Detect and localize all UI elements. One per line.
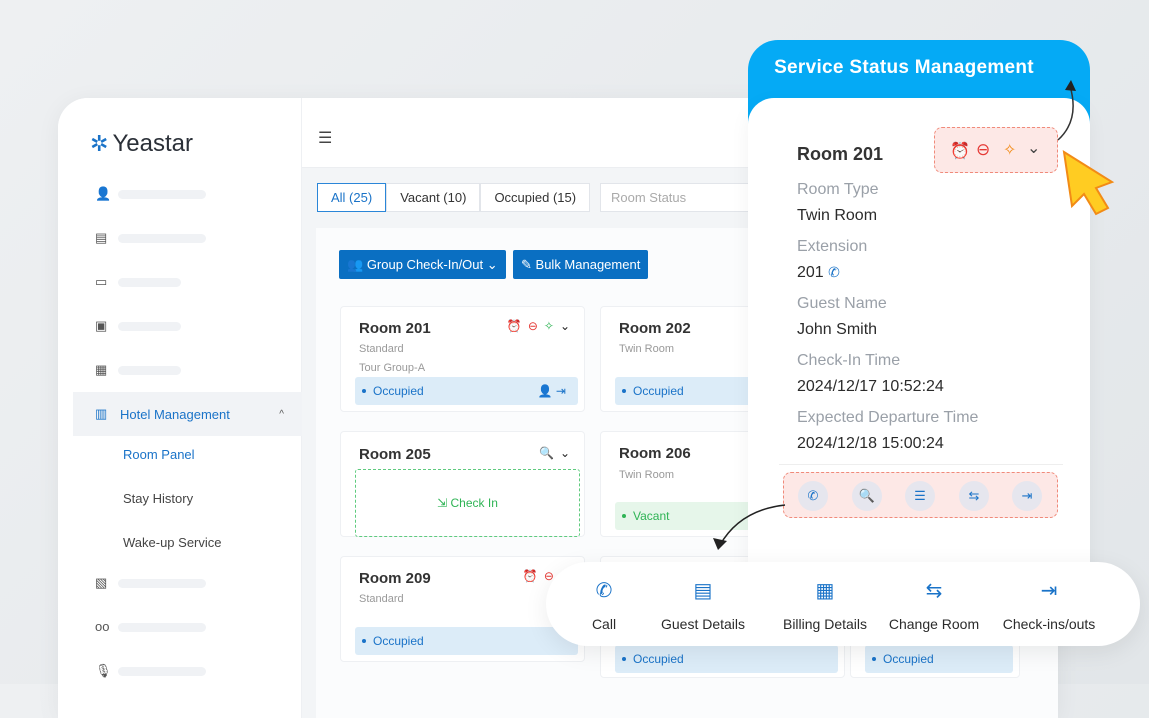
status-badge: Occupied <box>615 645 838 673</box>
detail-room-title: Room 201 <box>797 144 884 164</box>
sidebar-item-voicemail[interactable]: oo <box>58 605 302 649</box>
placeholder <box>118 233 206 243</box>
room-card[interactable]: Room 205 🔍 ⌄ ⇲ Check In <box>340 431 585 537</box>
sidebar: ✲ Yeastar 👤 ▤ ▭ ▣ ▦ ▥ Hotel Management ^ Ro… <box>58 98 302 718</box>
group-check-in-out-button[interactable]: 👥 Group Check-In/Out ⌄ <box>339 250 506 279</box>
check-in-button[interactable]: ⇲ Check In <box>355 469 580 537</box>
change-room-action[interactable]: ⇆ Change Room <box>889 576 979 632</box>
service-icons: 🔍 ⌄ <box>539 446 570 460</box>
edit-icon: ✎ <box>521 257 532 272</box>
quick-actions-popover: ✆ Call ▤ Guest Details ▦ Billing Details ⇆ C… <box>546 562 1140 646</box>
guest-and-checkout-icons[interactable]: 👤 ⇥ <box>537 384 566 398</box>
tab-vacant[interactable]: Vacant (10) <box>386 183 481 212</box>
chevron-down-icon[interactable]: ⌄ <box>1027 140 1041 157</box>
voicemail-icon: oo <box>95 619 110 634</box>
yeastar-logo-icon: ✲ <box>90 131 109 156</box>
placeholder <box>118 666 206 676</box>
message-icon: ▭ <box>95 274 108 289</box>
group-icon: 👥 <box>347 257 364 272</box>
sidebar-item-monitor[interactable]: ▣ <box>58 304 302 348</box>
sidebar-item-phonebook[interactable]: ▤ <box>58 216 302 260</box>
address-book-icon: ▤ <box>95 230 108 245</box>
document-icon: ▧ <box>95 575 108 590</box>
placeholder <box>118 578 206 588</box>
sidebar-item-reports[interactable]: ▧ <box>58 561 302 605</box>
inspect-icon[interactable]: 🔍 <box>538 446 554 460</box>
alarm-icon[interactable]: ⏰ <box>522 569 538 583</box>
room-card[interactable]: Room 209 ⏰⊖✧ Standard Occupied <box>340 556 585 662</box>
placeholder <box>118 277 181 287</box>
check-out-icon[interactable]: ⇥ <box>1012 481 1042 511</box>
placeholder <box>118 189 206 199</box>
display-icon: ▦ <box>95 362 108 377</box>
tab-all[interactable]: All (25) <box>317 183 387 212</box>
sidebar-item-hotel-management[interactable]: ▥ Hotel Management ^ <box>73 392 302 436</box>
sidebar-sub-stay-history[interactable]: Stay History <box>123 491 194 506</box>
change-room-icon[interactable]: ⇆ <box>959 481 989 511</box>
sidebar-item-contacts[interactable]: 👤 <box>58 172 302 216</box>
building-icon: ▥ <box>95 406 108 421</box>
sidebar-item-dashboard[interactable]: ▦ <box>58 348 302 392</box>
bulk-management-button[interactable]: ✎ Bulk Management <box>513 250 649 279</box>
clipboard-icon: ▦ <box>815 580 835 602</box>
placeholder <box>118 365 181 375</box>
sidebar-item-messages[interactable]: ▭ <box>58 260 302 304</box>
do-not-disturb-icon[interactable]: ⊖ <box>543 569 554 583</box>
status-badge: Occupied <box>865 645 1013 673</box>
sidebar-item-recording[interactable]: 🎙 <box>58 649 302 693</box>
call-action[interactable]: ✆ Call <box>592 576 616 632</box>
call-icon[interactable]: ✆ <box>798 481 828 511</box>
microphone-icon: 🎙 <box>95 663 112 678</box>
check-ins-outs-action[interactable]: ⇥ Check-ins/outs <box>1003 576 1096 632</box>
guest-details-action[interactable]: ▤ Guest Details <box>661 576 745 632</box>
do-not-disturb-icon[interactable]: ⊖ <box>976 140 991 159</box>
house-exit-icon: ⇥ <box>1040 580 1058 602</box>
placeholder <box>118 321 181 331</box>
monitor-icon: ▣ <box>95 318 108 333</box>
guest-details-icon[interactable]: 🔍 <box>852 481 882 511</box>
check-in-icon: ⇲ <box>437 496 448 510</box>
status-badge: Occupied 👤 ⇥ <box>355 377 578 405</box>
sidebar-sub-wakeup-service[interactable]: Wake-up Service <box>123 535 222 550</box>
cleaning-icon[interactable]: ✧ <box>1003 142 1017 159</box>
alarm-icon[interactable]: ⏰ <box>950 143 970 160</box>
alarm-icon[interactable]: ⏰ <box>506 319 522 333</box>
sidebar-sub-room-panel[interactable]: Room Panel <box>123 447 195 462</box>
chevron-down-icon[interactable]: ⌄ <box>559 319 570 333</box>
room-card[interactable]: Room 201 ⏰ ⊖ ✧ ⌄ Standard Tour Group-A Occu… <box>340 306 585 412</box>
user-list-icon: 👤 <box>95 186 112 201</box>
phone-icon[interactable]: ✆ <box>828 264 840 280</box>
collapse-menu-icon[interactable]: ☰ <box>318 130 333 147</box>
swap-arrows-icon: ⇆ <box>925 580 943 602</box>
status-badge: Occupied <box>355 627 578 655</box>
divider <box>779 464 1063 465</box>
phone-icon: ✆ <box>595 580 613 602</box>
billing-details-icon[interactable]: ☰ <box>905 481 935 511</box>
room-detail-panel: Room 201 ⏰ ⊖ ✧ ⌄ Room Type Twin Room Ext… <box>748 98 1090 578</box>
tab-occupied[interactable]: Occupied (15) <box>480 183 591 212</box>
quick-actions-bar: ✆ 🔍 ☰ ⇆ ⇥ <box>783 472 1058 518</box>
chevron-down-icon: ⌄ <box>486 257 498 272</box>
chevron-up-icon: ^ <box>279 408 284 420</box>
guest-details-icon: ▤ <box>693 580 713 602</box>
placeholder <box>118 622 206 632</box>
service-icons: ⏰ ⊖ ✧ ⌄ <box>507 319 570 333</box>
billing-details-action[interactable]: ▦ Billing Details <box>783 576 867 632</box>
cleaning-icon[interactable]: ✧ <box>543 319 554 333</box>
service-status-controls: ⏰ ⊖ ✧ ⌄ <box>934 127 1058 173</box>
logo: ✲ Yeastar <box>90 130 193 157</box>
filter-tabs: All (25) Vacant (10) Occupied (15) <box>317 183 591 212</box>
do-not-disturb-icon[interactable]: ⊖ <box>527 319 538 333</box>
chevron-down-icon[interactable]: ⌄ <box>559 446 570 460</box>
